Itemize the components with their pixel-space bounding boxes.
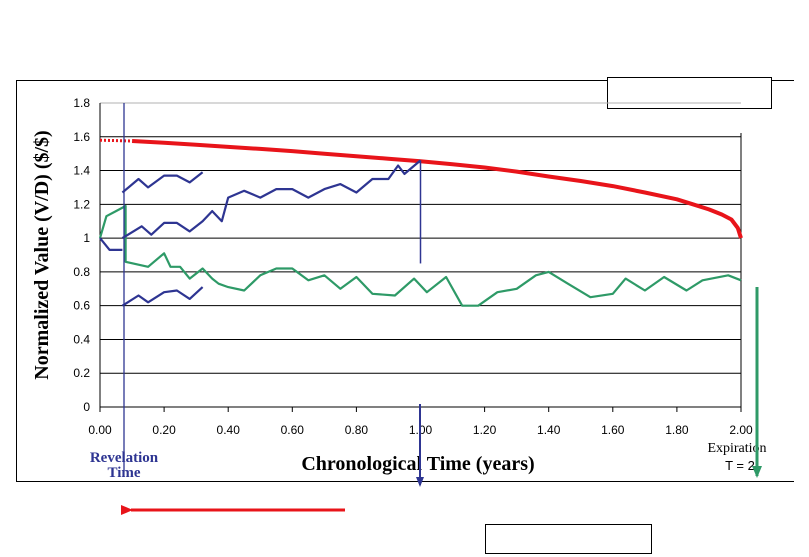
y-tick-label: 1.8: [73, 96, 90, 110]
series-line: [121, 159, 422, 240]
x-tick-label: 0.00: [88, 423, 112, 437]
y-tick-label: 0: [83, 400, 90, 414]
series-line: [121, 286, 204, 307]
expiration-label-line1: Expiration: [707, 441, 766, 456]
series-line: [131, 139, 743, 239]
x-tick-label: 1.20: [473, 423, 497, 437]
x-tick-label: 1.60: [601, 423, 625, 437]
x-tick-label: 0.40: [217, 423, 241, 437]
y-tick-label: 1.4: [73, 164, 90, 178]
x-axis-label: Chronological Time (years): [301, 453, 534, 475]
series-line: [99, 237, 123, 251]
time-markers: [123, 103, 422, 470]
x-tick-label: 0.20: [152, 423, 176, 437]
y-tick-label: 1: [83, 231, 90, 245]
frame-top-line: [16, 80, 794, 81]
y-axis-label: Normalized Value (V/D) ($/$): [31, 130, 53, 379]
y-tick-label: 1.2: [73, 197, 90, 211]
x-tick-label: 0.60: [281, 423, 305, 437]
series-line-dotted-start: [99, 138, 133, 143]
y-tick-label: 0.8: [73, 265, 90, 279]
x-tick-label: 1.80: [665, 423, 689, 437]
y-tick-labels: 0 0.2 0.4 0.6 0.8 1 1.2 1.4 1.6 1.8: [73, 96, 90, 414]
revelation-label-line1: Revelation: [90, 450, 159, 466]
revelation-label-line2: Time: [107, 465, 140, 481]
axes: [99, 103, 742, 412]
y-tick-label: 0.2: [73, 366, 90, 380]
y-tick-label: 0.6: [73, 299, 90, 313]
frame-left-line: [16, 80, 17, 481]
frame-bottom-line: [16, 481, 794, 482]
series-lines: [98, 138, 743, 307]
y-tick-label: 0.4: [73, 332, 90, 346]
series-line: [121, 171, 204, 194]
x-tick-label: 0.80: [345, 423, 369, 437]
x-tick-label: 1.40: [537, 423, 561, 437]
top-right-empty-box: [607, 77, 772, 109]
x-tick-label: 2.00: [729, 423, 753, 437]
series-line: [98, 204, 742, 307]
y-tick-label: 1.6: [73, 130, 90, 144]
expiration-label-line2: T = 2: [725, 458, 755, 473]
bottom-empty-box: [485, 524, 652, 554]
